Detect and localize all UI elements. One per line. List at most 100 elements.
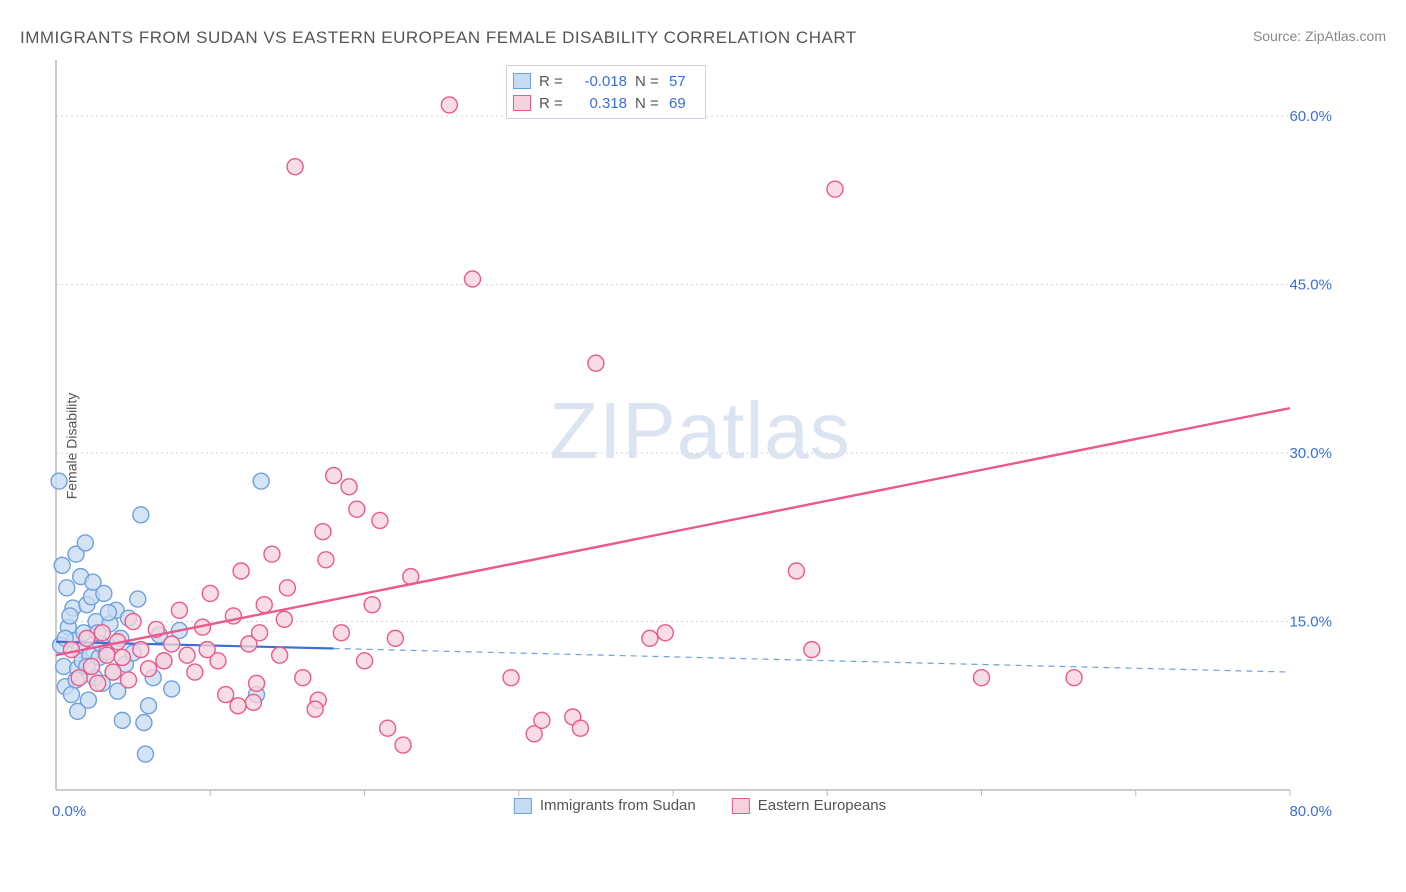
legend-r-value: -0.018 bbox=[573, 73, 627, 90]
scatter-point bbox=[657, 625, 673, 641]
scatter-plot-svg: 15.0% 30.0% 45.0% 60.0% 0.0% 80.0% bbox=[50, 60, 1350, 820]
scatter-point bbox=[464, 271, 480, 287]
scatter-point bbox=[503, 670, 519, 686]
legend-stats-box: R = -0.018N = 57R = 0.318N = 69 bbox=[506, 65, 706, 119]
scatter-point bbox=[279, 580, 295, 596]
scatter-point bbox=[249, 675, 265, 691]
scatter-point bbox=[364, 597, 380, 613]
x-max-label: 80.0% bbox=[1289, 803, 1332, 820]
y-tick-label: 30.0% bbox=[1289, 445, 1332, 462]
scatter-point bbox=[94, 625, 110, 641]
scatter-point bbox=[171, 602, 187, 618]
scatter-point bbox=[120, 672, 136, 688]
y-tick-label: 15.0% bbox=[1289, 614, 1332, 631]
source-link[interactable]: ZipAtlas.com bbox=[1305, 28, 1386, 44]
y-tick-label: 60.0% bbox=[1289, 108, 1332, 125]
legend-swatch bbox=[732, 798, 750, 814]
scatter-point bbox=[974, 670, 990, 686]
scatter-point bbox=[85, 574, 101, 590]
scatter-point bbox=[77, 535, 93, 551]
scatter-point bbox=[114, 649, 130, 665]
scatter-point bbox=[199, 642, 215, 658]
trend-line-solid bbox=[56, 408, 1290, 655]
chart-title: IMMIGRANTS FROM SUDAN VS EASTERN EUROPEA… bbox=[20, 28, 857, 48]
scatter-point bbox=[137, 746, 153, 762]
scatter-point bbox=[307, 701, 323, 717]
scatter-point bbox=[156, 653, 172, 669]
scatter-point bbox=[256, 597, 272, 613]
scatter-point bbox=[272, 647, 288, 663]
scatter-point bbox=[315, 524, 331, 540]
bottom-legend-label: Eastern Europeans bbox=[758, 797, 886, 814]
scatter-point bbox=[441, 97, 457, 113]
legend-stats-row: R = -0.018N = 57 bbox=[513, 70, 699, 92]
y-tick-label: 45.0% bbox=[1289, 277, 1332, 294]
legend-r-value: 0.318 bbox=[573, 95, 627, 112]
legend-n-label: N = bbox=[635, 95, 661, 112]
scatter-point bbox=[83, 658, 99, 674]
scatter-point bbox=[59, 580, 75, 596]
scatter-point bbox=[372, 512, 388, 528]
bottom-legend-label: Immigrants from Sudan bbox=[540, 797, 696, 814]
scatter-point bbox=[341, 479, 357, 495]
scatter-point bbox=[70, 703, 86, 719]
scatter-point bbox=[54, 557, 70, 573]
scatter-point bbox=[1066, 670, 1082, 686]
scatter-point bbox=[318, 552, 334, 568]
scatter-point bbox=[179, 647, 195, 663]
legend-n-value: 69 bbox=[669, 95, 699, 112]
scatter-point bbox=[357, 653, 373, 669]
bottom-legend: Immigrants from Sudan Eastern Europeans bbox=[514, 797, 886, 814]
scatter-point bbox=[164, 636, 180, 652]
bottom-legend-item: Eastern Europeans bbox=[732, 797, 886, 814]
scatter-point bbox=[136, 715, 152, 731]
scatter-point bbox=[63, 642, 79, 658]
scatter-point bbox=[349, 501, 365, 517]
scatter-point bbox=[79, 630, 95, 646]
scatter-point bbox=[252, 625, 268, 641]
scatter-point bbox=[218, 687, 234, 703]
scatter-point bbox=[133, 507, 149, 523]
legend-r-label: R = bbox=[539, 73, 565, 90]
scatter-point bbox=[99, 647, 115, 663]
legend-n-label: N = bbox=[635, 73, 661, 90]
scatter-point bbox=[534, 712, 550, 728]
source-prefix: Source: bbox=[1253, 28, 1305, 44]
scatter-point bbox=[827, 181, 843, 197]
legend-r-label: R = bbox=[539, 95, 565, 112]
scatter-point bbox=[804, 642, 820, 658]
scatter-point bbox=[588, 355, 604, 371]
x-origin-label: 0.0% bbox=[52, 803, 86, 820]
scatter-point bbox=[164, 681, 180, 697]
scatter-point bbox=[264, 546, 280, 562]
legend-swatch bbox=[514, 798, 532, 814]
scatter-point bbox=[130, 591, 146, 607]
scatter-point bbox=[133, 642, 149, 658]
chart-area: ZIPatlas 15.0%30.0%45.0%60.0%0.0%80.0% R… bbox=[50, 60, 1350, 820]
scatter-point bbox=[788, 563, 804, 579]
bottom-legend-item: Immigrants from Sudan bbox=[514, 797, 696, 814]
scatter-point bbox=[63, 687, 79, 703]
scatter-point bbox=[230, 698, 246, 714]
scatter-point bbox=[71, 670, 87, 686]
scatter-point bbox=[642, 630, 658, 646]
scatter-point bbox=[62, 608, 78, 624]
scatter-point bbox=[141, 661, 157, 677]
scatter-point bbox=[100, 605, 116, 621]
scatter-point bbox=[233, 563, 249, 579]
scatter-point bbox=[380, 720, 396, 736]
scatter-point bbox=[245, 694, 261, 710]
scatter-point bbox=[395, 737, 411, 753]
scatter-point bbox=[276, 611, 292, 627]
scatter-point bbox=[141, 698, 157, 714]
scatter-point bbox=[287, 159, 303, 175]
scatter-point bbox=[114, 712, 130, 728]
source-attribution: Source: ZipAtlas.com bbox=[1253, 28, 1386, 44]
legend-swatch bbox=[513, 73, 531, 89]
scatter-point bbox=[105, 664, 121, 680]
legend-swatch bbox=[513, 95, 531, 111]
legend-stats-row: R = 0.318 N = 69 bbox=[513, 92, 699, 114]
scatter-point bbox=[125, 614, 141, 630]
scatter-point bbox=[202, 585, 218, 601]
scatter-point bbox=[51, 473, 67, 489]
